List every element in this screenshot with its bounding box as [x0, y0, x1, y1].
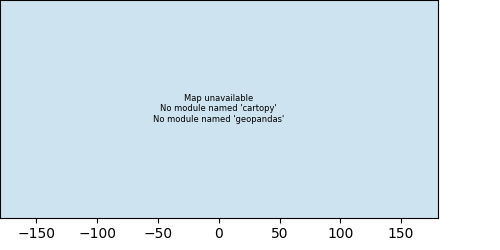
Text: Map unavailable
No module named 'cartopy'
No module named 'geopandas': Map unavailable No module named 'cartopy…	[153, 94, 284, 124]
